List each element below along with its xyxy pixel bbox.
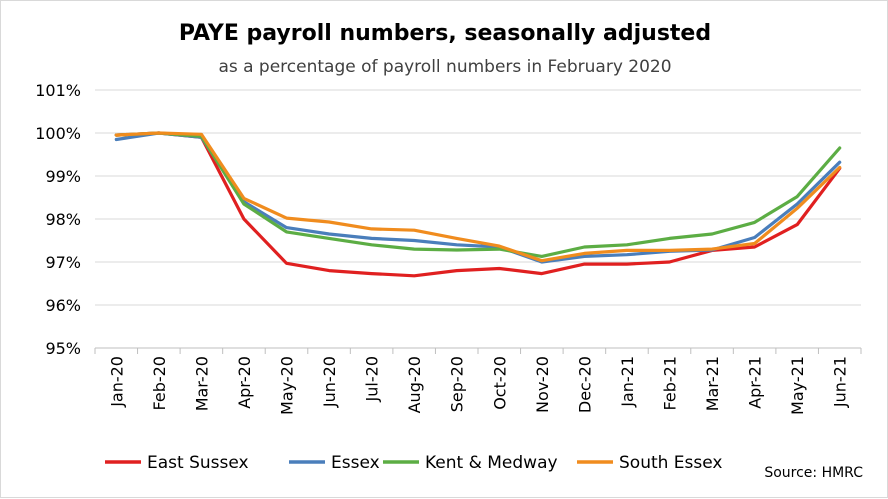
y-tick-label: 98% xyxy=(45,210,81,229)
x-tick-label: Jun-20 xyxy=(320,356,339,408)
chart-title: PAYE payroll numbers, seasonally adjuste… xyxy=(178,21,712,46)
x-tick-label: May-20 xyxy=(278,356,297,415)
y-tick-label: 96% xyxy=(45,296,81,315)
series-line xyxy=(114,131,842,258)
x-tick-label: Feb-20 xyxy=(150,356,169,410)
legend-item: East Sussex xyxy=(105,453,249,473)
y-tick-label: 97% xyxy=(45,253,81,272)
x-tick-label: May-21 xyxy=(788,356,807,415)
legend-label: Kent & Medway xyxy=(425,453,558,473)
legend-item: Kent & Medway xyxy=(383,453,558,473)
x-tick-label: Nov-20 xyxy=(533,356,552,413)
y-tick-label: 99% xyxy=(45,167,81,186)
legend-item: Essex xyxy=(289,453,380,473)
x-tick-label: Jun-21 xyxy=(831,356,850,408)
x-tick-label: Dec-20 xyxy=(575,356,594,413)
x-tick-label: Sep-20 xyxy=(448,356,467,412)
x-tick-label: Oct-20 xyxy=(490,356,509,410)
legend-label: East Sussex xyxy=(147,453,249,473)
x-tick-label: Feb-21 xyxy=(661,356,680,410)
x-tick-label: Aug-20 xyxy=(405,356,424,413)
series-line xyxy=(114,131,842,278)
chart-subtitle: as a percentage of payroll numbers in Fe… xyxy=(218,57,672,77)
y-tick-label: 100% xyxy=(35,124,81,143)
y-tick-label: 101% xyxy=(35,81,81,100)
x-tick-label: Jan-20 xyxy=(107,356,126,408)
x-tick-label: Mar-20 xyxy=(192,356,211,411)
legend-item: South Essex xyxy=(577,453,723,473)
x-tick-label: Apr-21 xyxy=(746,356,765,409)
x-tick-label: Apr-20 xyxy=(235,356,254,409)
series-line xyxy=(114,131,842,263)
source-note: Source: HMRC xyxy=(764,465,863,481)
legend-label: Essex xyxy=(331,453,380,473)
x-tick-label: Jan-21 xyxy=(618,356,637,408)
x-tick-label: Jul-20 xyxy=(363,356,382,402)
y-tick-label: 95% xyxy=(45,339,81,358)
x-tick-label: Mar-21 xyxy=(703,356,722,411)
legend-label: South Essex xyxy=(619,453,723,473)
